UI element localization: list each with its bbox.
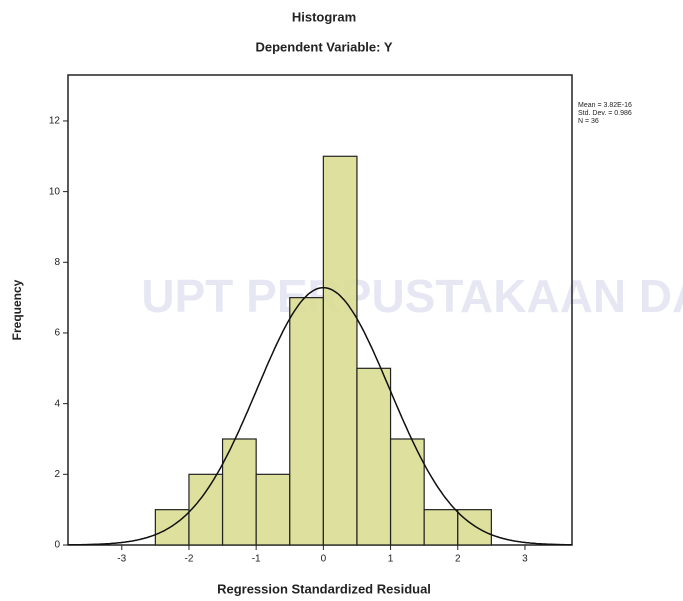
chart-title: Histogram	[292, 9, 356, 24]
histogram-bar	[424, 510, 458, 545]
y-tick-label: 8	[54, 257, 60, 268]
y-tick-label: 10	[49, 186, 61, 197]
x-axis-label: Regression Standardized Residual	[217, 581, 431, 596]
y-tick-label: 4	[54, 398, 60, 409]
x-tick-label: -1	[252, 554, 261, 565]
histogram-bar	[189, 474, 223, 545]
x-tick-label: -3	[117, 554, 126, 565]
x-tick-label: 3	[522, 554, 528, 565]
y-tick-label: 12	[49, 116, 61, 127]
watermark: UPT PERPUSTAKAAN DAN	[141, 270, 683, 322]
chart: UPT PERPUSTAKAAN DAN Histogram Dependent…	[0, 0, 683, 601]
y-tick-label: 2	[54, 469, 60, 480]
stat-n: N = 36	[578, 118, 599, 125]
chart-subtitle: Dependent Variable: Y	[255, 39, 392, 54]
y-tick-label: 0	[54, 540, 60, 551]
x-tick-label: -2	[185, 554, 194, 565]
histogram-bar	[357, 368, 391, 545]
histogram-bar	[290, 298, 324, 545]
x-tick-label: 2	[455, 554, 461, 565]
histogram-bar	[256, 474, 290, 545]
y-tick-label: 6	[54, 328, 60, 339]
y-axis-label: Frequency	[10, 279, 24, 340]
stat-std-dev: Std. Dev. = 0.986	[578, 110, 632, 117]
x-tick-label: 1	[388, 554, 394, 565]
histogram-bar	[458, 510, 492, 545]
histogram-bar	[323, 156, 357, 545]
histogram-bar	[155, 510, 189, 545]
stat-mean: Mean = 3.82E-16	[578, 102, 632, 109]
x-tick-label: 0	[321, 554, 327, 565]
